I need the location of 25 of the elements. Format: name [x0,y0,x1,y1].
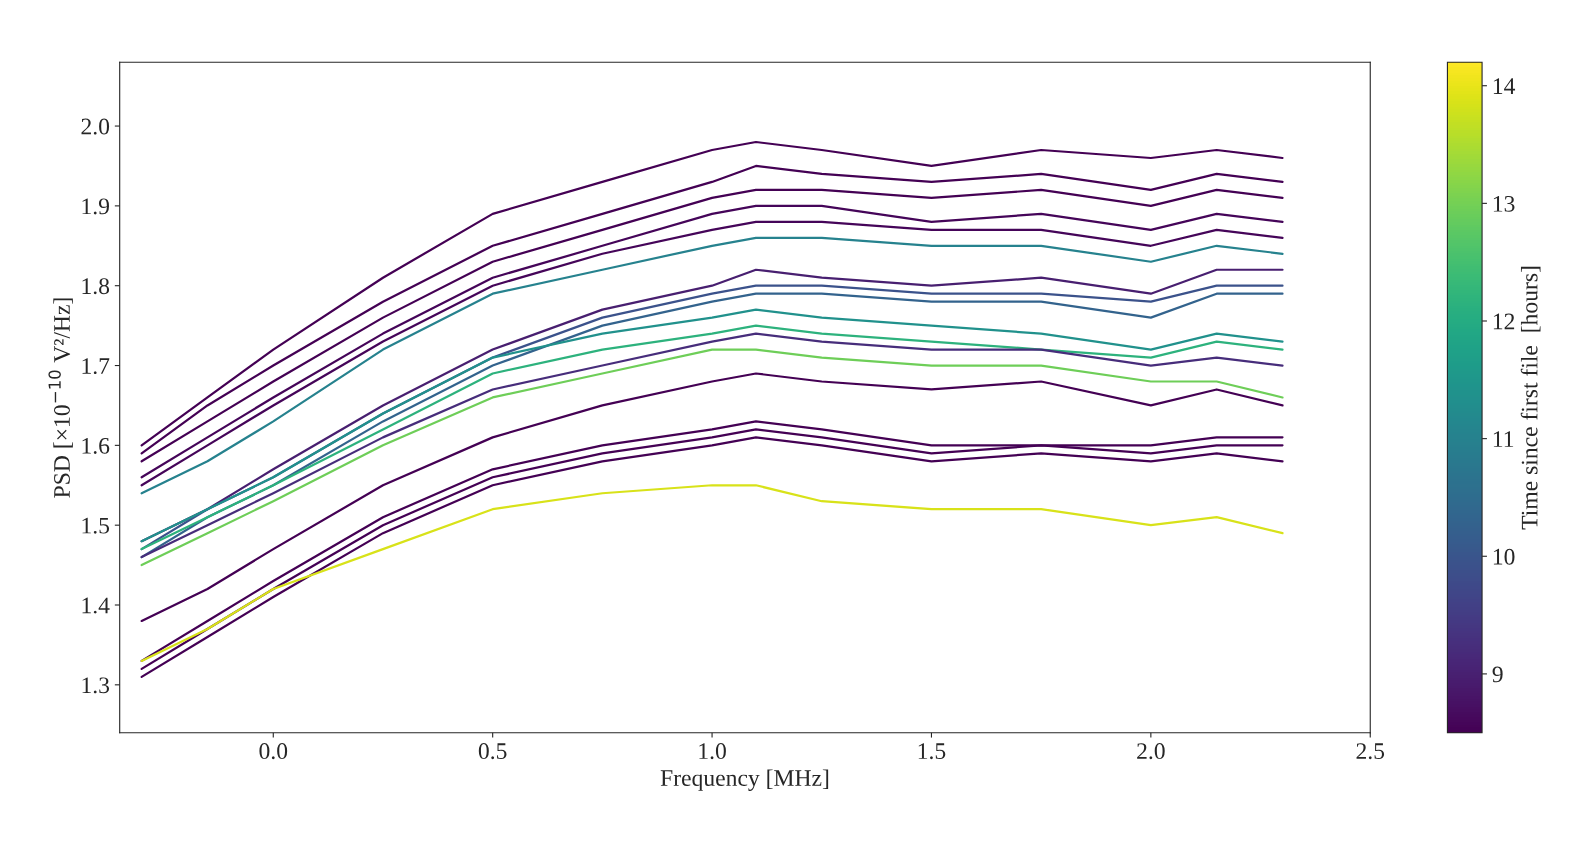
color-bar-title: Time since first file [hours] [1520,266,1541,530]
color-bar-label: 11 [1493,431,1514,447]
y-tick-label: 1.6 [82,437,110,454]
y-tick-label: 1.7 [82,358,110,375]
x-tick-label: 2.0 [1137,743,1165,760]
line-series [140,372,1284,623]
x-tick-label: 1.0 [699,743,726,760]
y-axis-title: PSD [×10$^{−10}$ V²/Hz] [48,298,73,498]
y-tick-label: 1.5 [82,517,110,534]
color-bar-label: 13 [1493,195,1515,212]
color-bar-label: 10 [1493,548,1515,565]
x-axis-title: Frequency [MHz] [660,769,829,791]
x-tick-label: 0.5 [478,743,507,760]
x-tick-label: 1.5 [918,743,946,760]
color-bar-label: 12 [1493,313,1515,330]
line-series [140,484,1284,662]
x-tick-label: 0.0 [259,743,288,760]
y-tick-label: 1.4 [82,597,110,614]
x-tick-label: 2.5 [1356,743,1385,760]
color-bar-label: 9 [1492,666,1503,683]
y-tick-label: 2.0 [81,118,110,135]
y-tick-label: 1.8 [82,278,110,295]
color-bar-label: 14 [1493,78,1516,94]
y-tick-label: 1.3 [82,677,110,694]
y-tick-label: 1.9 [82,198,110,215]
